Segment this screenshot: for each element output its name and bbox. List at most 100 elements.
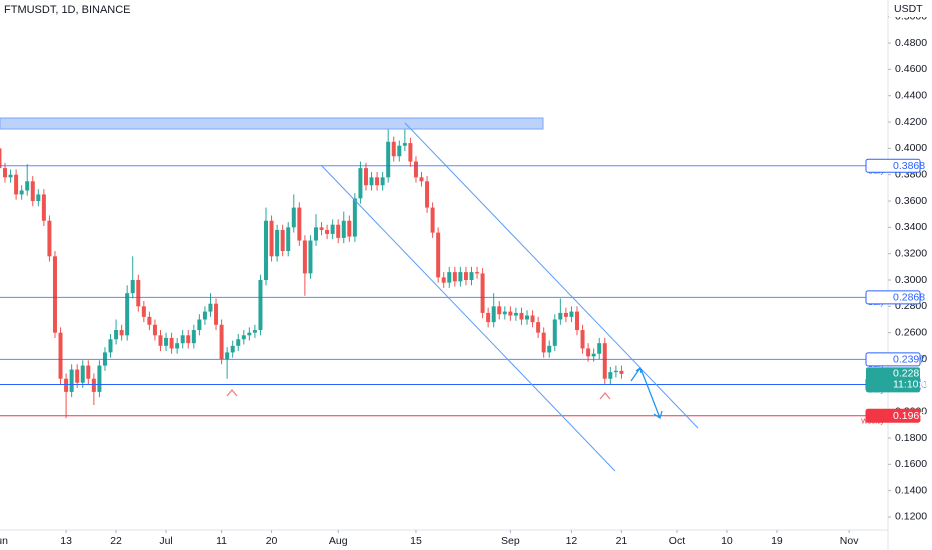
countdown: 11:10:08 (893, 379, 932, 391)
candle-body (64, 378, 69, 392)
candle-body (497, 306, 502, 315)
candle-body (147, 316, 152, 325)
candle-body (52, 256, 57, 333)
channel-line (404, 122, 699, 429)
candle-body (114, 330, 119, 340)
candle-body (430, 207, 435, 233)
candle-body (19, 190, 24, 195)
candle-body (491, 306, 496, 323)
candle-body (336, 224, 341, 238)
candle-body (402, 143, 407, 146)
x-tick-label: 13 (60, 535, 72, 547)
y-tick-label: 0.1200 (895, 511, 927, 523)
candle-body (191, 330, 196, 344)
plot-area (0, 124, 888, 419)
candle-body (225, 352, 230, 359)
candle-body (252, 330, 257, 333)
candle-body (519, 312, 524, 320)
candle-body (141, 306, 146, 317)
candle-body (247, 332, 252, 336)
x-tick-label: 15 (410, 535, 422, 547)
y-tick-label: 0.3200 (895, 247, 927, 259)
candle-body (358, 168, 363, 199)
candle-body (214, 303, 219, 325)
price-tag-label: 0.2397 (893, 354, 925, 366)
candle-body (258, 280, 263, 331)
candle-body (8, 174, 13, 178)
candle-body (486, 312, 491, 323)
candle-body (597, 343, 602, 354)
candle-body (613, 370, 618, 373)
y-tick-label: 0.4600 (895, 63, 927, 75)
x-tick-label: Aug (329, 535, 348, 547)
candle-body (602, 343, 607, 379)
caret-marker (226, 388, 238, 397)
y-tick-label: 0.3400 (895, 221, 927, 233)
candle-body (502, 311, 507, 315)
candle-body (547, 345, 552, 353)
candle-body (319, 227, 324, 230)
candle-body (569, 311, 574, 317)
price-tag (865, 408, 921, 423)
candle-body (36, 194, 41, 202)
candle-body (269, 220, 274, 257)
candle-body (130, 280, 135, 294)
candle-body (375, 177, 380, 186)
candle-body (80, 365, 85, 383)
arrow (630, 366, 642, 382)
candle-body (530, 315, 535, 323)
candle-body (291, 207, 296, 228)
y-tick-label: 0.4400 (895, 89, 927, 101)
candle-body (69, 369, 74, 392)
candle-body (347, 220, 352, 237)
candle-body (330, 224, 335, 234)
price-tag-label: 0.3868 (893, 160, 925, 172)
candle-body (508, 311, 513, 316)
candle-body (419, 177, 424, 182)
currency: USDT (894, 3, 923, 15)
channel-line (320, 164, 616, 472)
candle-body (619, 370, 624, 374)
candle-body (580, 330, 585, 349)
candle-body (575, 311, 580, 331)
candle-body (41, 194, 46, 221)
candle-body (413, 161, 418, 178)
candle-body (397, 145, 402, 157)
candle-body (386, 141, 391, 178)
candle-body (158, 335, 163, 346)
candle-body (308, 240, 313, 274)
candle-body (541, 332, 546, 353)
candle-body (525, 315, 530, 320)
candle-body (230, 345, 235, 353)
candle-body (352, 198, 357, 237)
y-tick-label: 0.4000 (895, 142, 927, 154)
axes: 0.50000.48000.46000.44000.42000.40000.38… (0, 11, 932, 547)
candle-body (313, 227, 318, 241)
candle-body (558, 312, 563, 320)
candle-body (0, 148, 2, 169)
candle-body (286, 227, 291, 252)
candle-body (264, 220, 269, 281)
candle-body (175, 343, 180, 349)
x-tick-label: 22 (110, 535, 122, 547)
candle-body (152, 324, 157, 336)
candle-body (14, 174, 19, 195)
price-tag-label: 0.1969 (893, 410, 925, 422)
drawings (0, 117, 699, 472)
candle-body (280, 229, 285, 252)
x-tick-label: 20 (266, 535, 278, 547)
time-axis (0, 530, 888, 550)
price-tag-label: 0.2868 (893, 292, 925, 304)
candle-body (275, 229, 280, 257)
arrow (640, 368, 663, 420)
candle-body (58, 332, 63, 379)
last-price-label: 0.2287 (893, 368, 925, 380)
candle-body (480, 273, 485, 313)
y-tick-label: 0.4800 (895, 37, 927, 49)
price-tag (865, 158, 921, 173)
x-tick-label: 11 (216, 535, 227, 547)
y-tick-label: 0.1600 (895, 458, 927, 470)
price-tag (865, 290, 921, 305)
candle-body (591, 353, 596, 357)
